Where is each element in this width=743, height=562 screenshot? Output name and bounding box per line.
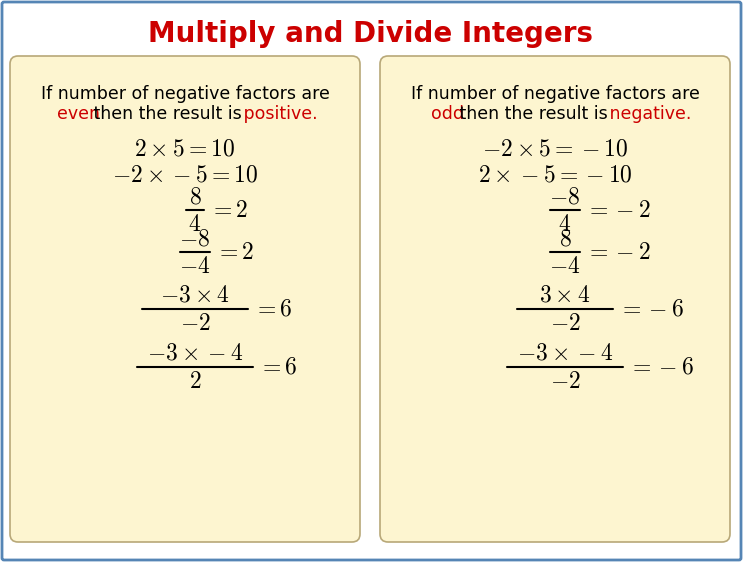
Text: $=-2$: $=-2$	[585, 240, 651, 264]
Text: even: even	[57, 105, 100, 123]
Text: negative.: negative.	[604, 105, 691, 123]
FancyBboxPatch shape	[380, 56, 730, 542]
Text: then the result is: then the result is	[88, 105, 247, 123]
Text: $=2$: $=2$	[210, 198, 249, 222]
Text: $-2$: $-2$	[550, 369, 580, 393]
Text: $=-6$: $=-6$	[629, 355, 695, 379]
FancyBboxPatch shape	[10, 56, 360, 542]
Text: $4$: $4$	[559, 212, 571, 236]
Text: $-2\times5=-10$: $-2\times5=-10$	[481, 137, 629, 161]
Text: $=6$: $=6$	[259, 355, 298, 379]
Text: $-4$: $-4$	[549, 254, 581, 278]
Text: $-2$: $-2$	[180, 311, 210, 335]
Text: $-2\times-5=10$: $-2\times-5=10$	[111, 162, 259, 186]
Text: $4$: $4$	[189, 212, 201, 236]
Text: $3\times4$: $3\times4$	[539, 283, 591, 307]
Text: $8$: $8$	[189, 184, 201, 208]
Text: $-3\times-4$: $-3\times-4$	[517, 341, 613, 365]
Text: $=2$: $=2$	[215, 240, 254, 264]
Text: If number of negative factors are: If number of negative factors are	[411, 85, 699, 103]
Text: $-2$: $-2$	[550, 311, 580, 335]
Text: positive.: positive.	[238, 105, 317, 123]
Text: $=-2$: $=-2$	[585, 198, 651, 222]
Text: $-8$: $-8$	[550, 184, 580, 208]
Text: $-3\times-4$: $-3\times-4$	[147, 341, 243, 365]
Text: $-8$: $-8$	[180, 226, 210, 250]
Text: Multiply and Divide Integers: Multiply and Divide Integers	[149, 20, 594, 48]
Text: $=6$: $=6$	[253, 297, 292, 321]
Text: $-3\times4$: $-3\times4$	[160, 283, 230, 307]
Text: $2$: $2$	[189, 369, 201, 393]
Text: $2\times-5=-10$: $2\times-5=-10$	[478, 162, 632, 186]
Text: then the result is: then the result is	[454, 105, 613, 123]
Text: $-4$: $-4$	[179, 254, 211, 278]
Text: $2\times5=10$: $2\times5=10$	[134, 137, 236, 161]
Text: $8$: $8$	[559, 226, 571, 250]
Text: If number of negative factors are: If number of negative factors are	[41, 85, 329, 103]
Text: $=-6$: $=-6$	[617, 297, 684, 321]
Text: odd: odd	[431, 105, 464, 123]
